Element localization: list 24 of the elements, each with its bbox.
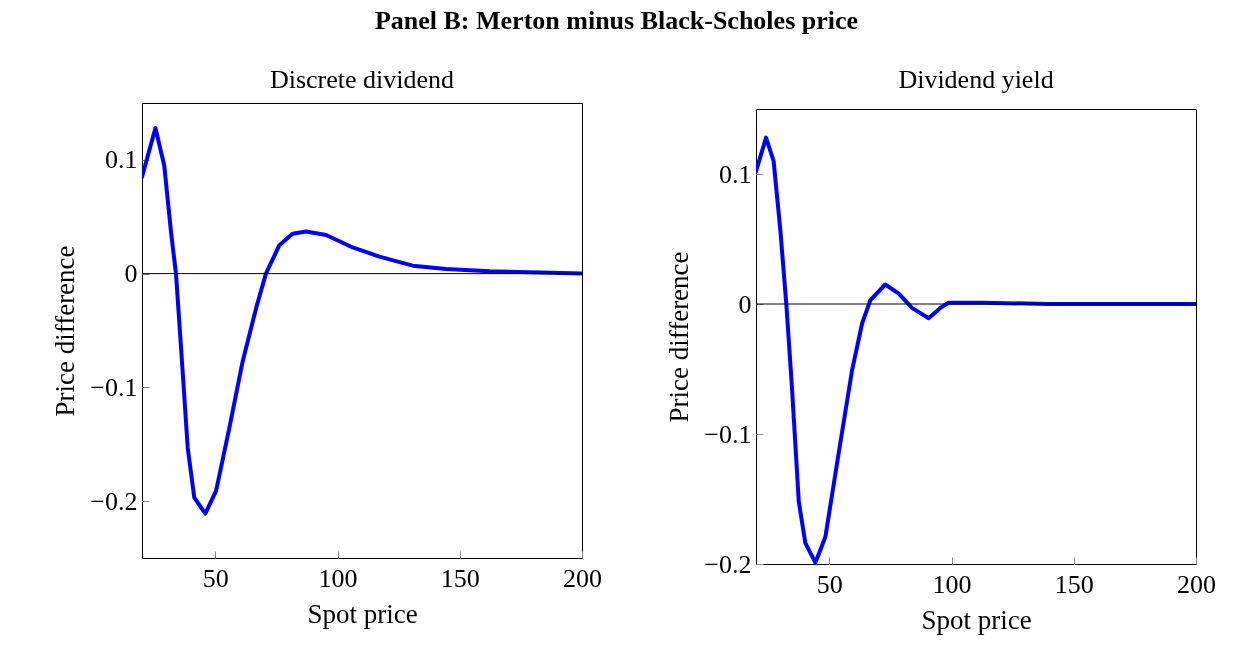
y-tick-label: −0.2 — [704, 549, 752, 579]
chart-subtitle: Dividend yield — [898, 65, 1054, 94]
x-axis-title: Spot price — [307, 598, 418, 629]
x-tick-label: 200 — [563, 563, 602, 593]
x-tick-label: 50 — [816, 569, 843, 599]
chart-title: Panel B: Merton minus Black-Scholes price — [373, 6, 860, 36]
x-tick-label: 150 — [440, 563, 480, 593]
y-tick-label: −0.1 — [704, 419, 752, 449]
x-tick-label: 150 — [1054, 569, 1094, 599]
x-tick-label: 100 — [318, 563, 358, 593]
y-tick-label: 0 — [124, 259, 138, 289]
x-tick-label: 50 — [202, 563, 229, 593]
x-tick-label: 200 — [1177, 569, 1216, 599]
y-tick-label: 0 — [738, 289, 752, 319]
y-tick-label: −0.1 — [90, 372, 138, 402]
y-tick-label: 0.1 — [719, 159, 752, 189]
y-tick-label: 0.1 — [105, 145, 138, 175]
x-axis-title: Spot price — [921, 604, 1032, 635]
y-tick-label: −0.2 — [90, 486, 138, 516]
y-axis-title: Price difference — [664, 251, 695, 423]
x-tick-label: 100 — [932, 569, 972, 599]
y-axis-title: Price difference — [50, 245, 81, 417]
chart-subtitle: Discrete dividend — [269, 65, 455, 94]
line-series — [142, 126, 582, 516]
